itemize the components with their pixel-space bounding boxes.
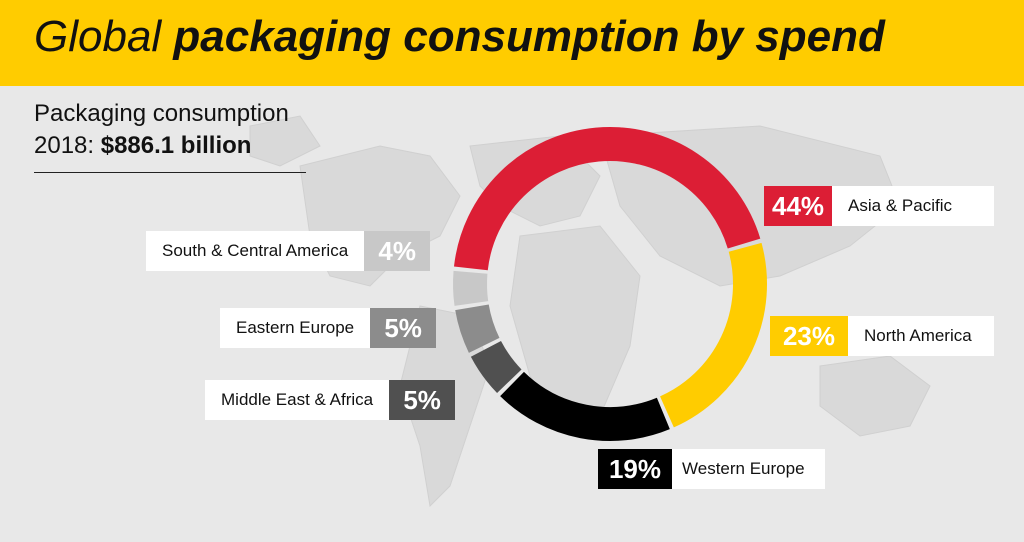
slice-percent-label: 23% [770,316,848,356]
slice-percent-label: 19% [598,449,672,489]
legend-label-western-europe: 19% Western Europe [598,449,825,489]
title-light: Global [34,12,162,61]
header-banner: Global packaging consumption by spend [0,0,1024,86]
legend-label-middle-east-africa: Middle East & Africa 5% [205,380,456,420]
subtitle-line1: Packaging consumption [34,100,289,127]
slice-name-label: Eastern Europe [236,318,355,337]
subtitle-total: $886.1 billion [100,132,252,159]
page-title: Global packaging consumption by spend [34,12,885,62]
legend-label-eastern-europe: Eastern Europe 5% [220,308,437,348]
legend-label-south-central-america: South & Central America 4% [146,231,431,271]
slice-percent-label: 44% [764,186,833,226]
slice-percent-label: 4% [364,231,431,271]
donut-slice-middle-east-africa [470,340,522,394]
subtitle: Packaging consumption 2018: $886.1 billi… [34,98,289,162]
slice-name-label: South & Central America [162,241,349,260]
legend-label-asia-pacific: 44% Asia & Pacific [764,186,994,226]
donut-slice-asia-pacific [453,127,761,271]
slice-name-label: North America [864,326,972,345]
slice-percent-label: 5% [389,380,456,420]
donut-slice-north-america [659,242,767,428]
subtitle-year: 2018: [34,132,95,159]
slice-percent-label: 5% [370,308,437,348]
subtitle-line2: 2018: $886.1 billion [34,130,289,162]
slice-name-label: Middle East & Africa [221,390,374,409]
slice-name-label: Western Europe [682,459,805,478]
slice-name-label: Asia & Pacific [848,196,952,215]
subtitle-divider [34,172,306,173]
title-bold: packaging consumption by spend [173,12,885,61]
donut-slice-south-central-america [453,270,489,306]
donut-slice-western-europe [500,371,670,441]
donut-slice-eastern-europe [455,304,500,353]
legend-label-north-america: 23% North America [770,316,994,356]
